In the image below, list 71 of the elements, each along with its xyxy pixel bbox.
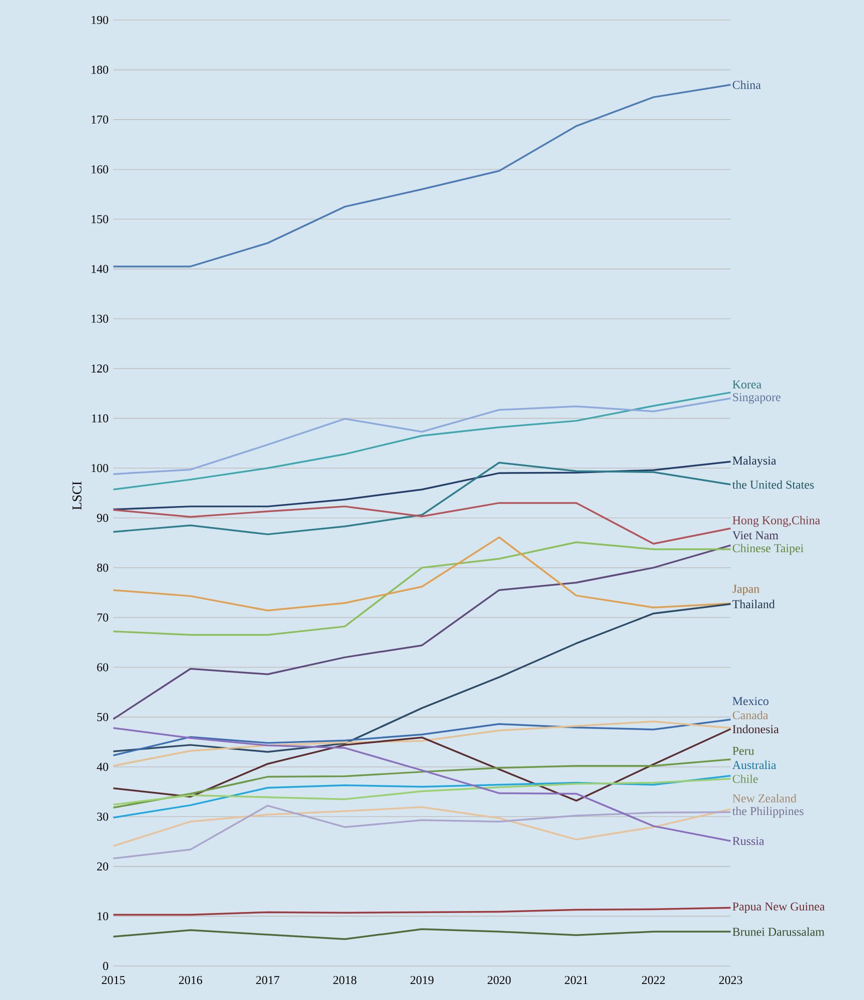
line-series xyxy=(112,536,732,612)
y-tick-label: 0 xyxy=(103,962,108,970)
series-label: Canada xyxy=(732,710,768,720)
series-label: Hong Kong,China xyxy=(732,516,820,527)
y-tick-label: 150 xyxy=(92,215,108,224)
series-label: Viet Nam xyxy=(732,531,778,540)
y-tick-label: 120 xyxy=(92,364,108,373)
series-label: Thailand xyxy=(732,600,775,608)
line-series xyxy=(112,758,732,809)
line-series xyxy=(112,603,732,753)
line-series xyxy=(112,502,732,545)
line-series xyxy=(112,728,732,802)
y-tick-label: 170 xyxy=(92,116,108,124)
line-series xyxy=(112,720,732,767)
line-series xyxy=(112,928,732,940)
y-tick-label: 160 xyxy=(92,165,108,174)
series-label: Mexico xyxy=(732,697,768,706)
y-tick-label: 180 xyxy=(92,66,108,74)
y-tick-label: 190 xyxy=(92,16,108,24)
series-label: Japan xyxy=(732,584,760,596)
line-series xyxy=(112,806,732,847)
line-series xyxy=(112,462,732,536)
y-tick-label: 70 xyxy=(97,613,108,622)
series-label: Korea xyxy=(732,380,762,388)
y-tick-label: 30 xyxy=(97,812,108,821)
y-tick-label: 140 xyxy=(92,264,108,273)
x-tick-label: 2018 xyxy=(333,976,356,984)
line-series xyxy=(112,398,732,475)
x-tick-label: 2021 xyxy=(564,976,588,984)
series-label: the United States xyxy=(732,480,814,489)
y-tick-label: 130 xyxy=(92,314,108,323)
series-label: Brunei Darussalam xyxy=(732,927,824,936)
y-tick-label: 20 xyxy=(97,862,108,870)
series-label: Singapore xyxy=(733,393,780,404)
series-label: Chinese Taipei xyxy=(732,544,804,555)
x-tick-label: 2017 xyxy=(256,976,280,984)
y-tick-label: 60 xyxy=(97,663,108,672)
line-series xyxy=(112,906,732,916)
x-tick-label: 2020 xyxy=(488,976,511,984)
line-series xyxy=(112,774,732,818)
line-series xyxy=(112,392,732,490)
series-label: Russia xyxy=(732,836,764,846)
y-tick-label: 110 xyxy=(92,414,108,422)
series-label: Australia xyxy=(732,760,776,770)
y-tick-label: 80 xyxy=(97,564,108,572)
series-label: China xyxy=(732,80,761,89)
x-tick-label: 2022 xyxy=(642,976,665,984)
line-series xyxy=(112,541,732,636)
series-label: Indonesia xyxy=(732,724,779,734)
x-tick-label: 2016 xyxy=(179,976,202,984)
line-series xyxy=(112,718,732,756)
line-series xyxy=(112,727,732,842)
y-tick-label: 10 xyxy=(98,912,108,920)
y-tick-label: 50 xyxy=(97,712,108,722)
line-series xyxy=(112,804,732,860)
x-tick-label: 2015 xyxy=(102,976,125,984)
series-label: Papua New Guinea xyxy=(732,902,825,913)
x-tick-label: 2019 xyxy=(410,976,434,984)
series-label: Peru xyxy=(732,746,754,755)
y-tick-label: 40 xyxy=(96,762,108,771)
x-tick-label: 2023 xyxy=(719,976,742,984)
line-series xyxy=(112,544,732,720)
y-tick-label: 90 xyxy=(97,514,108,522)
series-label: Malaysia xyxy=(732,456,776,468)
series-label: the Philippines xyxy=(732,806,804,818)
series-label: New Zealand xyxy=(732,794,796,802)
y-tick-label: 100 xyxy=(92,464,108,472)
series-label: Chile xyxy=(732,774,758,784)
y-axis-title: LSCI xyxy=(72,482,82,510)
line-series xyxy=(112,84,732,268)
line-series xyxy=(112,460,732,510)
